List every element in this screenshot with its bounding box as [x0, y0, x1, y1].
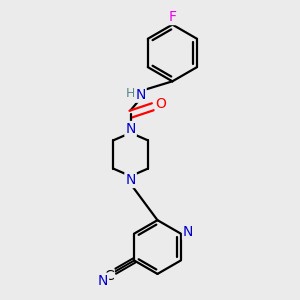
- Text: N: N: [125, 173, 136, 187]
- Text: N: N: [135, 88, 146, 102]
- Text: N: N: [98, 274, 108, 288]
- Text: C: C: [104, 269, 114, 283]
- Text: O: O: [156, 97, 167, 111]
- Text: N: N: [125, 122, 136, 136]
- Text: N: N: [183, 225, 194, 239]
- Text: F: F: [168, 10, 176, 24]
- Text: H: H: [126, 87, 135, 100]
